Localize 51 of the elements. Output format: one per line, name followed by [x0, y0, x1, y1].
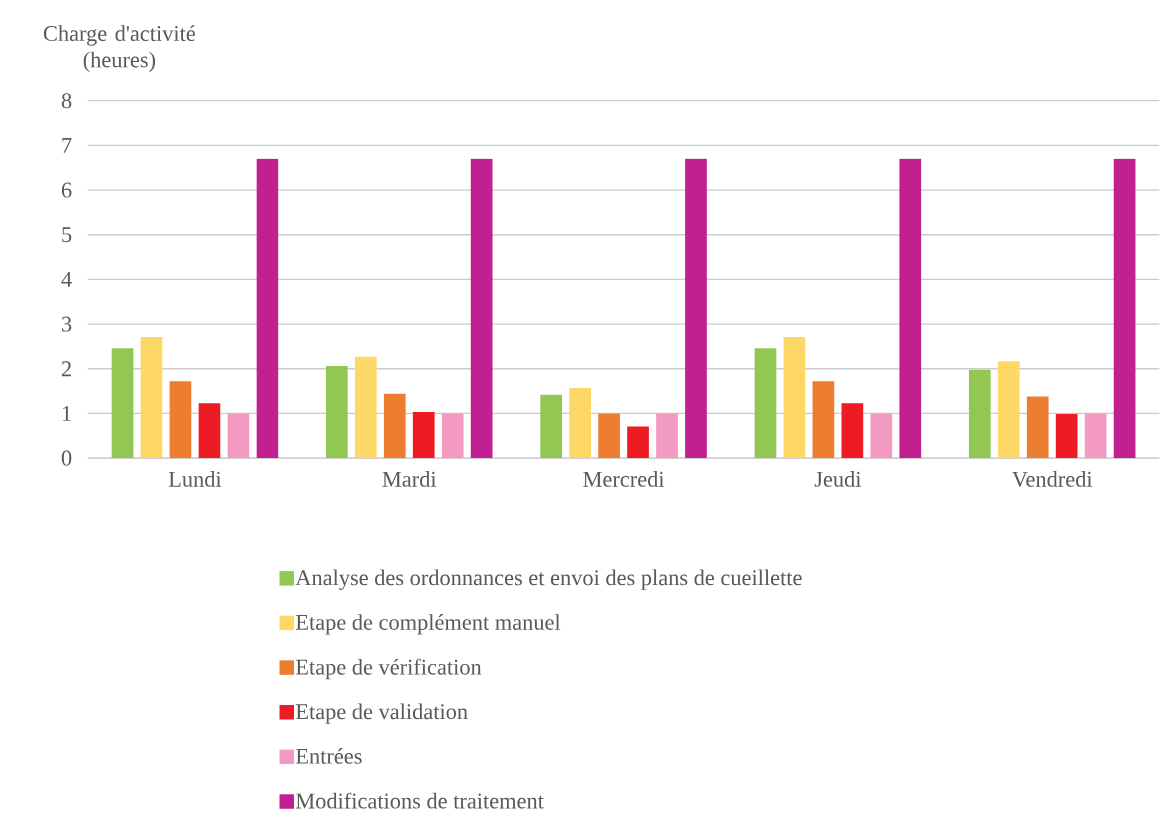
bar	[1084, 413, 1107, 459]
bar	[325, 366, 348, 459]
x-tick-label: Lundi	[168, 471, 222, 488]
bar	[227, 413, 250, 459]
bar	[754, 348, 777, 459]
y-tick-label: 8	[61, 93, 72, 109]
bar	[354, 356, 377, 459]
y-tick-label: 5	[62, 227, 72, 243]
y-tick-label: 4	[61, 272, 72, 287]
x-tick-label: Jeudi	[814, 471, 862, 488]
bar	[812, 381, 835, 459]
bar	[899, 158, 922, 459]
y-tick-label: 2	[61, 361, 71, 377]
bar	[598, 413, 620, 459]
bar	[870, 413, 893, 459]
bar	[841, 403, 864, 459]
bar	[198, 403, 221, 459]
x-tick-label: Mercredi	[583, 471, 665, 488]
bar	[140, 337, 163, 459]
bar	[656, 413, 678, 459]
bar	[1055, 414, 1078, 459]
legend-label: Analyse des ordonnances et envoi des plans de cueillette	[295, 569, 802, 591]
bar	[783, 337, 806, 459]
legend-label: Entrées	[295, 748, 362, 764]
legend-label: Etape de vérification	[295, 658, 482, 680]
bar	[685, 158, 707, 459]
legend-label: Etape de complément manuel	[295, 614, 561, 635]
bar	[412, 412, 435, 459]
x-tick-label: Mardi	[382, 471, 437, 488]
x-tick-label: Vendredi	[1012, 471, 1093, 488]
y-tick-label: 6	[61, 182, 72, 198]
legend-label: Etape de validation	[295, 703, 468, 724]
bar	[968, 369, 991, 459]
y-tick-label: 7	[62, 138, 72, 153]
bar	[1026, 396, 1049, 459]
bar	[470, 158, 493, 459]
y-tick-label: 0	[61, 450, 72, 466]
bar	[997, 361, 1020, 459]
bar	[627, 426, 649, 459]
bar	[441, 413, 464, 459]
y-axis-title: Charge d'activité (heures)	[43, 25, 195, 73]
bar	[569, 388, 591, 459]
bar	[111, 348, 134, 459]
bar	[256, 158, 279, 459]
legend-label: Modifications de traitement	[295, 792, 544, 809]
y-tick-label: 1	[62, 406, 71, 421]
bar	[169, 381, 192, 459]
bar	[1113, 158, 1136, 459]
y-tick-label: 3	[62, 316, 72, 332]
bar	[540, 394, 563, 459]
bar	[383, 393, 406, 459]
